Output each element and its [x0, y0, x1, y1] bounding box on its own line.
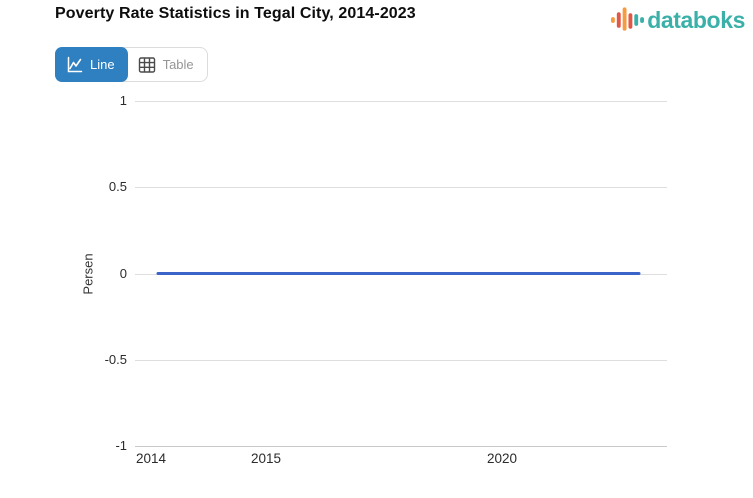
x-axis-tick-label: 2020	[486, 451, 518, 466]
y-axis-tick-label: 0.5	[108, 179, 127, 194]
gridline-y-1	[135, 101, 667, 102]
table-icon	[137, 55, 157, 75]
databoks-logo[interactable]: databoks	[611, 3, 745, 37]
databoks-wordmark: databoks	[647, 7, 745, 33]
y-axis-tick-label: -0.5	[104, 352, 127, 367]
databoks-bars-icon	[611, 4, 645, 36]
y-axis-tick-label: -1	[115, 438, 127, 453]
y-axis-title: Persen	[80, 253, 96, 295]
x-axis-tick-label: 2014	[135, 451, 167, 466]
chart-view-toggle: Line Table	[55, 47, 208, 82]
line-view-label: Line	[90, 57, 115, 72]
gridline-y-0.5	[135, 187, 667, 188]
table-view-label: Table	[162, 57, 194, 72]
page-title: Poverty Rate Statistics in Tegal City, 2…	[55, 5, 416, 22]
line-view-button[interactable]: Line	[55, 47, 128, 82]
x-axis-tick-label: 2015	[250, 451, 282, 466]
chart-plot-area[interactable]	[135, 101, 667, 446]
gridline-y--0.5	[135, 360, 667, 361]
gridline-y--1	[135, 446, 667, 447]
y-axis-tick-label: 0	[119, 266, 127, 281]
line-chart-icon	[65, 55, 84, 74]
table-view-button[interactable]: Table	[127, 48, 207, 81]
y-axis-tick-label: 1	[119, 93, 127, 108]
